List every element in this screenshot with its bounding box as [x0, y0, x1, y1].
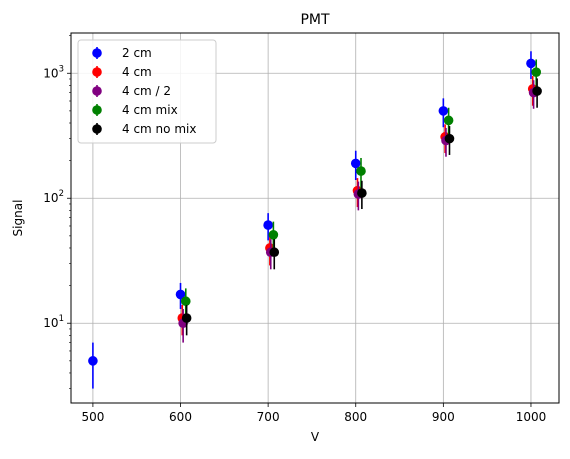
series-4-cm-no-mix: [181, 78, 542, 336]
y-axis-label: Signal: [11, 200, 25, 237]
y-tick-base: 10: [43, 316, 58, 330]
y-tick-exponent: 1: [59, 314, 64, 324]
y-tick-exponent: 3: [59, 64, 64, 74]
series-4-cm-mix: [180, 59, 542, 319]
legend-item: 4 cm / 2: [92, 84, 171, 98]
data-point: [175, 289, 186, 300]
legend-item: 4 cm: [92, 65, 152, 79]
legend-marker: [92, 105, 102, 115]
legend-label: 2 cm: [122, 46, 152, 60]
x-tick-label: 700: [257, 410, 280, 424]
data-point: [357, 188, 367, 198]
data-series: [88, 51, 542, 389]
data-point: [181, 313, 192, 323]
data-point: [438, 106, 449, 116]
legend-marker: [92, 48, 102, 58]
legend-label: 4 cm no mix: [122, 122, 196, 136]
series-4-cm: [177, 76, 538, 336]
y-tick-label: 102: [43, 189, 64, 205]
x-tick-label: 600: [169, 410, 192, 424]
data-point: [263, 220, 273, 230]
legend-label: 4 cm / 2: [122, 84, 171, 98]
legend-marker: [92, 67, 102, 77]
y-tick-label: 103: [43, 64, 64, 80]
data-point: [443, 115, 454, 126]
data-point: [531, 67, 542, 77]
x-axis-label: V: [311, 430, 320, 444]
legend-item: 4 cm no mix: [92, 122, 196, 136]
chart-title: PMT: [300, 12, 330, 28]
data-point: [444, 133, 455, 144]
legend-label: 4 cm: [122, 65, 152, 79]
y-tick-base: 10: [43, 66, 58, 80]
x-tick-label: 1000: [516, 410, 547, 424]
series-4-cm-2: [178, 80, 539, 343]
legend-item: 4 cm mix: [92, 103, 178, 117]
plot-frame: [70, 32, 560, 404]
legend-box: [77, 39, 217, 144]
legend: 2 cm 4 cm 4 cm / 2 4 cm mix 4 cm no mix: [77, 39, 217, 144]
data-point: [350, 158, 361, 169]
legend-marker: [92, 86, 102, 96]
x-tick-label: 500: [81, 410, 104, 424]
data-point: [88, 356, 98, 366]
data-point: [269, 247, 280, 258]
y-tick-exponent: 2: [59, 189, 64, 199]
y-tick-base: 10: [43, 191, 58, 205]
data-point: [526, 58, 536, 69]
data-point: [356, 166, 366, 176]
legend-label: 4 cm mix: [122, 103, 178, 117]
x-tick-label: 900: [432, 410, 455, 424]
series-2-cm: [88, 51, 536, 389]
x-axis-ticks: 500 600 700 800 900 1000: [81, 403, 546, 424]
data-point: [268, 229, 279, 240]
y-tick-label: 101: [43, 314, 64, 330]
legend-marker: [92, 124, 102, 134]
data-point: [532, 86, 542, 96]
x-tick-label: 800: [344, 410, 367, 424]
data-point: [180, 296, 191, 307]
legend-item: 2 cm: [92, 46, 152, 60]
